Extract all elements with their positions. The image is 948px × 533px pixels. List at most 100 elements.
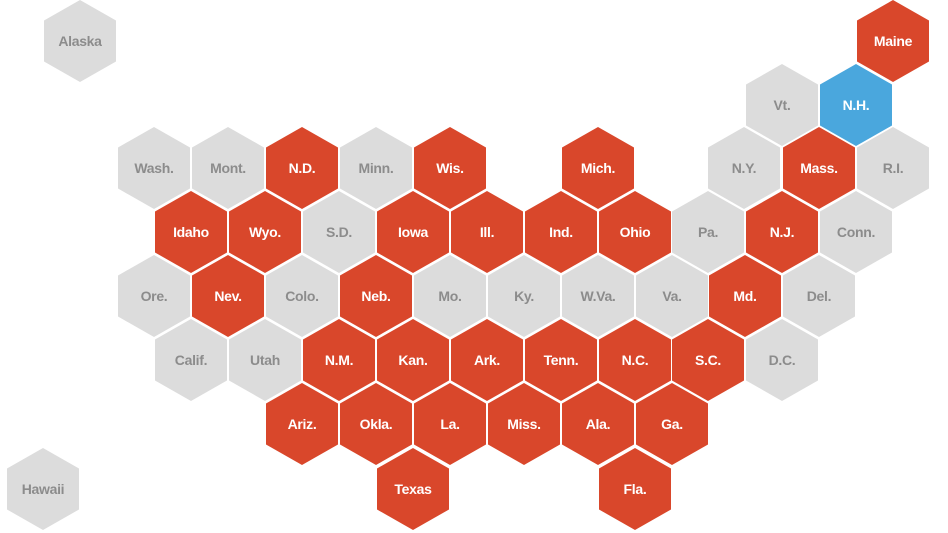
state-label: Ore. [140,288,168,304]
state-hex-utah[interactable]: Utah [229,319,301,401]
state-label: Neb. [361,288,391,304]
state-label: Calif. [174,352,208,368]
state-hex-sd[interactable]: S.D. [303,191,375,273]
state-hex-conn[interactable]: Conn. [820,191,892,273]
state-label: N.C. [621,352,649,368]
state-hex-maine[interactable]: Maine [857,0,929,82]
state-label: Ill. [479,224,495,240]
state-hex-ariz[interactable]: Ariz. [266,383,338,465]
state-hex-idaho[interactable]: Idaho [155,191,227,273]
state-hex-nh[interactable]: N.H. [820,64,892,146]
state-label: Ariz. [287,416,317,432]
state-label: Mich. [580,160,616,176]
state-label: R.I. [882,160,904,176]
state-label: Ala. [585,416,611,432]
state-label: Tenn. [543,352,579,368]
state-label: N.D. [288,160,316,176]
state-label: Maine [873,33,913,49]
state-hex-ga[interactable]: Ga. [636,383,708,465]
state-hex-ala[interactable]: Ala. [562,383,634,465]
state-hex-alaska[interactable]: Alaska [44,0,116,82]
state-hex-la[interactable]: La. [414,383,486,465]
state-hex-neb[interactable]: Neb. [340,255,412,337]
state-label: Utah [250,352,280,368]
state-hex-mont[interactable]: Mont. [192,127,264,209]
state-label: Ky. [514,288,534,304]
state-hex-nev[interactable]: Nev. [192,255,264,337]
state-label: S.C. [694,352,722,368]
state-hex-miss[interactable]: Miss. [488,383,560,465]
state-hex-kan[interactable]: Kan. [377,319,449,401]
state-label: Wash. [134,160,174,176]
state-hex-nd[interactable]: N.D. [266,127,338,209]
state-hex-mich[interactable]: Mich. [562,127,634,209]
state-hex-hawaii[interactable]: Hawaii [7,448,79,530]
state-label: Ohio [619,224,651,240]
state-hex-okla[interactable]: Okla. [340,383,412,465]
state-label: Vt. [773,97,791,113]
state-hex-minn[interactable]: Minn. [340,127,412,209]
state-hex-vt[interactable]: Vt. [746,64,818,146]
state-label: N.M. [324,352,354,368]
state-hex-md[interactable]: Md. [709,255,781,337]
state-label: Ind. [549,224,573,240]
state-label: N.H. [842,97,870,113]
state-label: Iowa [398,224,428,240]
state-label: Minn. [358,160,394,176]
state-hex-ky[interactable]: Ky. [488,255,560,337]
state-hex-nc[interactable]: N.C. [599,319,671,401]
state-label: Mo. [438,288,462,304]
state-hex-ind[interactable]: Ind. [525,191,597,273]
state-hex-ohio[interactable]: Ohio [599,191,671,273]
state-label: La. [440,416,460,432]
state-label: Miss. [507,416,541,432]
state-hex-wis[interactable]: Wis. [414,127,486,209]
state-hex-iowa[interactable]: Iowa [377,191,449,273]
state-label: D.C. [768,352,796,368]
state-label: Wis. [436,160,464,176]
state-hex-tenn[interactable]: Tenn. [525,319,597,401]
state-hex-texas[interactable]: Texas [377,448,449,530]
state-label: Del. [806,288,832,304]
state-label: Colo. [285,288,319,304]
state-label: Fla. [623,481,647,497]
state-hex-colo[interactable]: Colo. [266,255,338,337]
state-hex-nj[interactable]: N.J. [746,191,818,273]
state-hex-ill[interactable]: Ill. [451,191,523,273]
state-hex-pa[interactable]: Pa. [672,191,744,273]
state-label: Va. [662,288,682,304]
state-hex-ny[interactable]: N.Y. [708,127,780,209]
state-label: Ark. [473,352,501,368]
state-hex-wyo[interactable]: Wyo. [229,191,301,273]
state-label: Mont. [210,160,246,176]
state-label: Hawaii [21,481,65,497]
state-label: S.D. [325,224,353,240]
state-hex-ore[interactable]: Ore. [118,255,190,337]
state-hex-del[interactable]: Del. [783,255,855,337]
state-hex-mo[interactable]: Mo. [414,255,486,337]
state-label: Mass. [800,160,838,176]
state-hex-mass[interactable]: Mass. [783,127,855,209]
state-label: Md. [733,288,757,304]
state-label: N.Y. [731,160,757,176]
state-hex-sc[interactable]: S.C. [672,319,744,401]
state-hex-wva[interactable]: W.Va. [562,255,634,337]
state-label: Texas [394,481,432,497]
state-hex-ark[interactable]: Ark. [451,319,523,401]
state-hex-va[interactable]: Va. [636,255,708,337]
state-hex-nm[interactable]: N.M. [303,319,375,401]
state-label: Wyo. [249,224,281,240]
state-label: Okla. [359,416,393,432]
state-label: W.Va. [580,288,616,304]
state-label: N.J. [769,224,795,240]
state-hex-calif[interactable]: Calif. [155,319,227,401]
state-label: Idaho [173,224,209,240]
state-label: Alaska [58,33,102,49]
state-hex-dc[interactable]: D.C. [746,319,818,401]
state-hex-ri[interactable]: R.I. [857,127,929,209]
state-hex-wash[interactable]: Wash. [118,127,190,209]
state-hex-fla[interactable]: Fla. [599,448,671,530]
state-label: Pa. [697,224,719,240]
state-label: Nev. [214,288,242,304]
